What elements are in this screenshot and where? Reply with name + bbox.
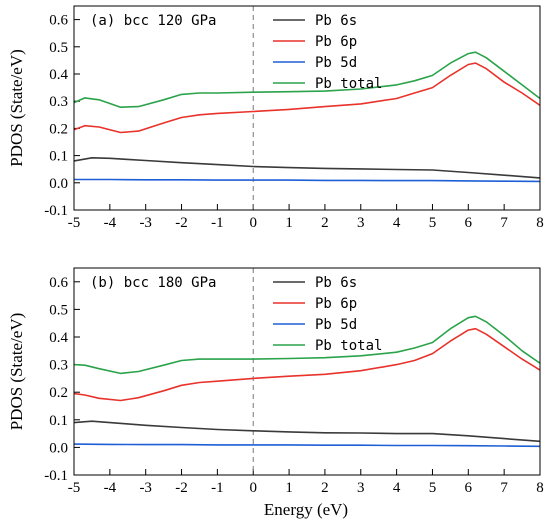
legend-entry: Pb 5d bbox=[315, 317, 357, 333]
series-line-pb-total bbox=[74, 315, 540, 375]
x-tick-label: -1 bbox=[211, 215, 224, 231]
y-tick-label: 0.4 bbox=[49, 330, 68, 346]
y-tick-label: 0.2 bbox=[49, 121, 68, 137]
x-tick-label: 5 bbox=[429, 215, 437, 231]
series-line-pb-total bbox=[74, 51, 540, 108]
y-tick-label: 0.6 bbox=[49, 275, 68, 291]
y-tick-label: 0.1 bbox=[49, 413, 68, 429]
x-tick-label: 4 bbox=[393, 480, 401, 496]
series-line-pb-5d bbox=[74, 443, 540, 448]
series-line-pb-6s bbox=[74, 420, 540, 443]
x-tick-label: -5 bbox=[68, 480, 81, 496]
x-tick-label: 1 bbox=[285, 215, 293, 231]
y-tick-label: 0.6 bbox=[49, 13, 68, 29]
y-tick-label: 0.0 bbox=[49, 440, 68, 456]
panel-b: -5 -4 -3 -2 -1 0 1 2 3 4 5 6 7 8 -0.1 0.0 0.1 0.2 0.3 0.4 0.… bbox=[7, 267, 544, 496]
x-tick-label: -4 bbox=[104, 215, 117, 231]
x-tick-label: 0 bbox=[249, 215, 257, 231]
x-tick-label: 7 bbox=[500, 215, 508, 231]
legend-entry: Pb 6p bbox=[315, 296, 357, 312]
x-tick-label: -2 bbox=[175, 215, 188, 231]
panel-a: -5 -4 -3 -2 -1 0 1 2 3 4 5 6 7 8 -0.1 0.0 0.1 0.2 0.3 0.4 0.… bbox=[7, 5, 544, 231]
x-tick-label: -5 bbox=[68, 215, 81, 231]
x-tick-label: 4 bbox=[393, 215, 401, 231]
y-tick-label: 0.3 bbox=[49, 94, 68, 110]
x-tick-label: 2 bbox=[321, 215, 329, 231]
y-tick-label: -0.1 bbox=[44, 203, 68, 219]
y-axis-title: PDOS (State/eV) bbox=[7, 49, 26, 167]
x-tick-label: -2 bbox=[175, 480, 188, 496]
legend-entry: Pb total bbox=[315, 338, 382, 354]
legend-entry: Pb 6p bbox=[315, 34, 357, 50]
y-tick-label: 0.2 bbox=[49, 385, 68, 401]
plot-frame bbox=[73, 5, 541, 211]
x-tick-label: 8 bbox=[536, 215, 544, 231]
y-tick-label: 0.4 bbox=[49, 67, 68, 83]
x-tick-label: 7 bbox=[500, 480, 508, 496]
x-tick-label: -4 bbox=[104, 480, 117, 496]
y-tick-label: 0.5 bbox=[49, 302, 68, 318]
legend-entry: Pb total bbox=[315, 76, 382, 92]
x-tick-label: 3 bbox=[357, 215, 365, 231]
x-tick-label: 5 bbox=[429, 480, 437, 496]
legend-entry: Pb 5d bbox=[315, 55, 357, 71]
y-tick-label: 0.1 bbox=[49, 149, 68, 165]
x-tick-label: 1 bbox=[285, 480, 293, 496]
y-tick-label: -0.1 bbox=[44, 468, 68, 484]
y-tick-label: 0.0 bbox=[49, 176, 68, 192]
y-tick-label: 0.5 bbox=[49, 40, 68, 56]
legend-entry: Pb 6s bbox=[315, 275, 357, 291]
legend-entry: Pb 6s bbox=[315, 13, 357, 29]
x-tick-label: 3 bbox=[357, 480, 365, 496]
panel-label: (b) bcc 180 GPa bbox=[90, 275, 216, 291]
x-tick-label: 0 bbox=[249, 480, 257, 496]
series-line-pb-6p bbox=[74, 62, 540, 134]
x-tick-label: -3 bbox=[139, 480, 152, 496]
x-tick-label: -3 bbox=[139, 215, 152, 231]
x-tick-label: 8 bbox=[536, 480, 544, 496]
panel-label: (a) bcc 120 GPa bbox=[90, 13, 216, 29]
series-line-pb-6p bbox=[74, 327, 540, 402]
series-line-pb-5d bbox=[74, 178, 540, 183]
plot-frame bbox=[73, 267, 541, 476]
y-tick-label: 0.3 bbox=[49, 358, 68, 374]
series-line-pb-6s bbox=[74, 157, 540, 179]
x-axis-title: Energy (eV) bbox=[264, 500, 348, 519]
x-tick-label: 6 bbox=[465, 215, 473, 231]
x-tick-label: 2 bbox=[321, 480, 329, 496]
x-tick-label: -1 bbox=[211, 480, 224, 496]
x-tick-label: 6 bbox=[465, 480, 473, 496]
y-axis-title: PDOS (State/eV) bbox=[7, 313, 26, 431]
